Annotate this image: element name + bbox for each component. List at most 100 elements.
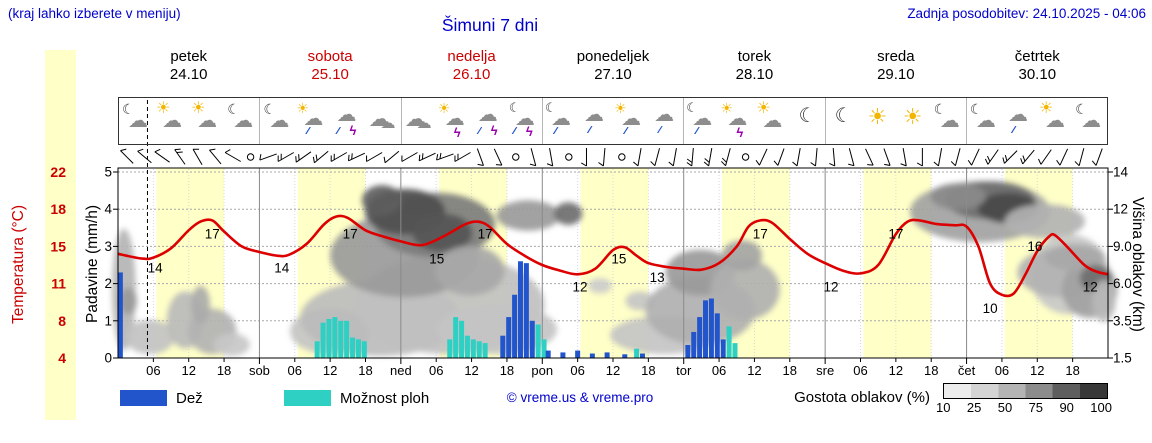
wind-barb-icon — [1059, 148, 1069, 166]
cloud-height-tick-label: 6.0 — [1113, 276, 1132, 291]
day-label-ponedeljek: ponedeljek 27.10 — [576, 48, 650, 83]
precip-axis-title: Padavine (mm/h) — [84, 205, 101, 324]
wind-barbs — [120, 147, 1103, 167]
x-tick-label: 18 — [641, 363, 655, 378]
sky-icon-row: ☾☁☀☁☀☁☾☁☾☁☀☁∕∕☁∕∕ϟ☁☁☁☁☀☁ϟ☁∕∕ϟ☾☁∕∕ϟ☾☁∕∕☁∕… — [118, 97, 1108, 145]
cloud-icon: ☁ — [336, 104, 357, 126]
moon-icon: ☾ — [544, 100, 557, 115]
wind-barb-icon — [832, 147, 836, 167]
cloud-icon: ☁ — [584, 104, 605, 126]
wind-barb-icon — [937, 148, 943, 166]
temp-label: 17 — [753, 227, 768, 242]
wind-barb-icon — [654, 148, 661, 166]
temp-tick-label: 15 — [50, 238, 66, 254]
moon-icon: ☾ — [933, 101, 947, 117]
temp-label: 14 — [148, 261, 164, 276]
sky-icon-rain: ☁∕∕ — [648, 98, 683, 144]
wind-barb-icon — [987, 149, 999, 165]
cloud-icon: ☁ — [368, 106, 391, 131]
wind-barb-icon — [848, 148, 855, 166]
temp-label: 15 — [429, 251, 444, 266]
x-tick-label: 12 — [747, 363, 761, 378]
cloud-icon: ☁ — [692, 108, 713, 130]
wind-barb-icon — [384, 150, 400, 164]
cloud-icon: ☁ — [444, 108, 465, 130]
sky-icon-sunstorm: ☀ ☁ ϟ — [437, 98, 472, 144]
moon-icon: ☾ — [122, 101, 135, 117]
temp-tick-label: 18 — [50, 201, 66, 217]
wind-barb-icon — [883, 148, 891, 166]
lightning-icon: ϟ — [525, 124, 533, 139]
temp-tick-label: 22 — [50, 164, 66, 180]
sky-icon-sunstorm: ☀ ☁ ϟ — [719, 98, 754, 144]
wind-barb-icon — [691, 147, 694, 167]
sky-icon-suncloud: ☀ ☁ — [154, 98, 189, 144]
temp-label: 16 — [1027, 239, 1042, 254]
scale-label-100: 100 — [1090, 400, 1112, 415]
temp-tick-label: 11 — [51, 276, 66, 292]
wind-barb-icon — [954, 148, 961, 166]
x-tick-label: 12 — [464, 363, 478, 378]
wind-barb-icon — [120, 150, 134, 164]
moon-icon: ☾ — [798, 105, 817, 127]
cloud-icon: ☁ — [1045, 110, 1066, 132]
cloud-icon: ☁ — [233, 110, 254, 132]
scale-label-50: 50 — [997, 400, 1013, 415]
moon-icon: ☾ — [686, 100, 698, 115]
sun-icon: ☀ — [614, 100, 627, 116]
wind-barb-icon — [672, 148, 677, 166]
x-tick-label: 06 — [146, 363, 160, 378]
copyright-link[interactable]: © vreme.us & vreme.pro — [506, 390, 654, 405]
wind-barb-icon — [708, 148, 713, 166]
x-tick-label: sob — [249, 363, 270, 378]
cloud-height-tick-label: 12 — [1113, 202, 1128, 217]
scale-label-25: 25 — [966, 400, 982, 415]
cloud-icon: ☁ — [404, 106, 427, 131]
sky-icon-mooncloud: ☾ ☁ — [965, 98, 1002, 144]
cloud-icon: ☁ — [128, 110, 148, 132]
cloud-icon: ☁ — [550, 108, 571, 130]
last-updated: Zadnja posodobitev: 24.10.2025 - 04:06 — [907, 6, 1146, 21]
cloud-density-label: Gostota oblakov (%) — [794, 389, 930, 406]
sun-icon: ☀ — [156, 100, 171, 117]
x-tick-label: ned — [390, 363, 412, 378]
showers-legend-label: Možnost ploh — [340, 390, 430, 407]
temp-label: 12 — [1083, 279, 1098, 294]
wind-barb-icon — [902, 148, 907, 166]
x-tick-label: sre — [816, 363, 834, 378]
rain-legend-label: Dež — [176, 390, 203, 407]
cloud-height-tick-label: 3.5 — [1113, 313, 1132, 328]
wind-barb-icon — [330, 152, 348, 162]
temp-label: 17 — [478, 227, 493, 242]
sky-icon-moon: ☾ — [789, 98, 824, 144]
lightning-icon: ϟ — [736, 125, 744, 140]
wind-barb-icon — [1004, 150, 1018, 164]
day-label-petek: petek 24.10 — [169, 48, 208, 83]
wind-barb-icon — [530, 148, 537, 166]
page-title: Šimuni 7 dni — [441, 15, 539, 35]
cloud-density-scale — [943, 383, 1108, 399]
day-label-torek: torek 28.10 — [735, 48, 774, 83]
moon-icon: ☾ — [834, 105, 853, 127]
sky-icon-mooncloud: ☾ ☁ — [259, 98, 295, 144]
precip-tick-label: 2 — [104, 276, 112, 291]
moon-icon: ☾ — [508, 100, 521, 115]
sky-icon-storm: ☁∕∕ϟ — [330, 98, 365, 144]
sky-icon-sun: ☀ — [896, 98, 931, 144]
temp-axis-strip — [45, 50, 76, 420]
sun-icon: ☀ — [296, 100, 309, 116]
calm-wind-icon — [565, 153, 573, 161]
sun-icon: ☀ — [1039, 100, 1054, 117]
wind-barb-icon — [971, 148, 980, 166]
cloud-icon: ☁ — [939, 110, 960, 132]
wind-barb-icon — [224, 152, 241, 162]
x-tick-label: 12 — [181, 363, 195, 378]
wind-barb-icon — [209, 149, 222, 165]
wind-barb-icon — [865, 148, 874, 166]
temp-label: 17 — [343, 227, 358, 242]
sun-icon: ☀ — [191, 100, 206, 117]
rain-legend-swatch — [120, 390, 167, 406]
day-label-sobota: sobota 25.10 — [307, 48, 353, 83]
precip-tick-label: 1 — [104, 313, 112, 328]
